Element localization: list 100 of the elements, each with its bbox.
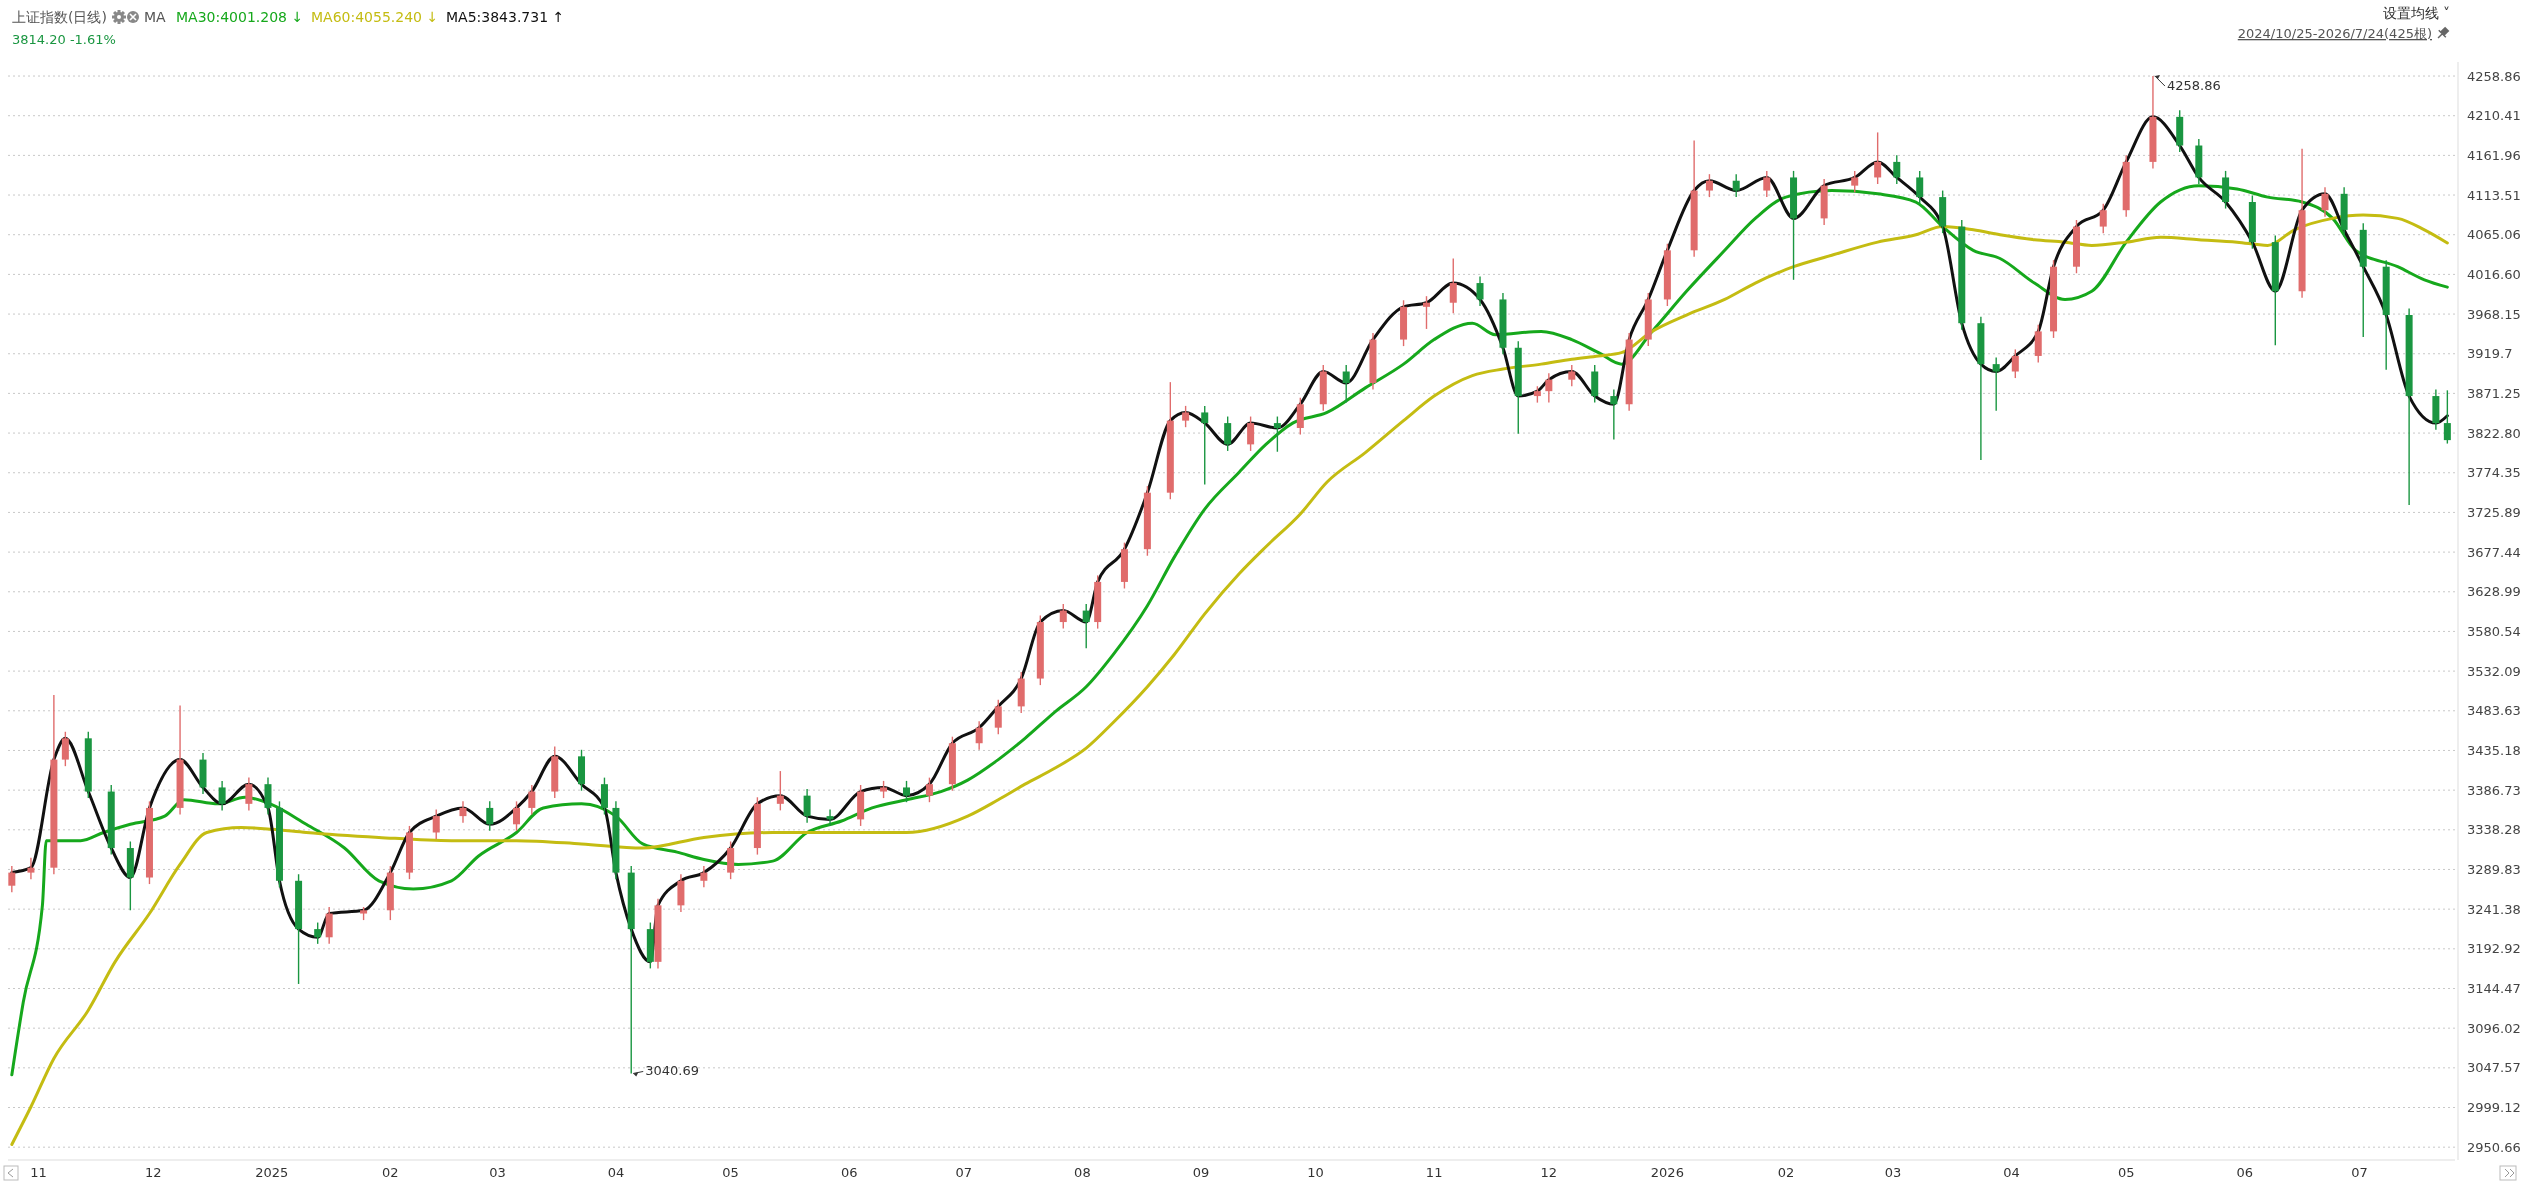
- x-tick-label: 08: [1074, 1165, 1091, 1180]
- candlestick: [61, 731, 69, 767]
- candlestick: [826, 808, 834, 827]
- y-tick-label: 2950.66: [2467, 1139, 2521, 1155]
- candlestick: [1296, 397, 1304, 436]
- y-tick-label: 3774.35: [2467, 465, 2521, 481]
- candlestick: [975, 720, 983, 751]
- candlestick: [1992, 356, 2000, 412]
- candlestick: [486, 800, 494, 832]
- text: MA5:3843.731 ↑: [446, 9, 565, 25]
- x-tick-label: 04: [607, 1165, 625, 1180]
- x-tick-label: 11: [30, 1165, 47, 1180]
- y-tick-label: 3192.92: [2467, 941, 2521, 957]
- x-tick-label: 05: [722, 1165, 739, 1180]
- candlestick: [700, 865, 708, 889]
- candlestick: [1568, 364, 1576, 387]
- candlestick: [459, 800, 467, 824]
- chart-title: 上证指数(日线): [12, 9, 107, 25]
- annotation: 4258.86: [2166, 78, 2221, 94]
- x-tick-label: 12: [145, 1165, 162, 1180]
- text: 2024/10/25-2026/7/24(425根): [2237, 26, 2432, 41]
- candlestick: [1610, 388, 1618, 441]
- y-tick-label: 4210.41: [2467, 108, 2521, 124]
- candlestick: [2443, 389, 2451, 445]
- candlestick: [994, 699, 1002, 735]
- y-tick-label: 4258.86: [2467, 68, 2521, 84]
- y-tick-label: 3919.7: [2467, 346, 2513, 362]
- candlestick: [1545, 372, 1553, 404]
- y-tick-label: 3096.02: [2467, 1020, 2521, 1036]
- candlestick: [903, 780, 911, 803]
- x-tick-label: 2026: [1650, 1165, 1684, 1180]
- candlestick: [803, 788, 811, 824]
- text: MA: [144, 9, 167, 25]
- candlestick: [1247, 415, 1255, 452]
- y-tick-label: 3386.73: [2467, 782, 2521, 798]
- candlestick: [1201, 405, 1209, 486]
- candlestick: [314, 921, 322, 945]
- x-tick-label: 03: [1884, 1165, 1902, 1180]
- candlestick: [1763, 170, 1771, 198]
- candlestick: [1874, 131, 1882, 185]
- text: 设置均线 ˅: [2382, 5, 2450, 21]
- candlestick: [2099, 202, 2107, 234]
- candlestick: [1059, 603, 1067, 630]
- candlestick: [264, 776, 272, 816]
- candlestick: [1273, 415, 1281, 453]
- x-tick-label: 09: [1192, 1165, 1210, 1180]
- x-tick-label: 07: [955, 1165, 973, 1180]
- candlestick: [1705, 173, 1713, 198]
- x-tick-label: 12: [1540, 1165, 1558, 1180]
- candlestick: [1476, 275, 1484, 307]
- y-tick-label: 3822.80: [2467, 425, 2521, 441]
- y-tick-label: 4113.51: [2467, 187, 2521, 203]
- candlestick: [1342, 364, 1350, 404]
- x-tick-label: 06: [2236, 1165, 2253, 1180]
- x-tick-label: 02: [382, 1165, 399, 1180]
- y-tick-label: 3677.44: [2467, 544, 2521, 560]
- x-tick-label: 04: [2003, 1165, 2020, 1180]
- y-tick-label: 3483.63: [2467, 703, 2521, 719]
- candlestick: [8, 865, 16, 893]
- candlestick: [1732, 173, 1740, 198]
- y-tick-label: 3532.09: [2467, 663, 2521, 679]
- y-tick-label: 3628.99: [2467, 584, 2521, 600]
- candlestick: [1851, 170, 1859, 193]
- text: MA60:4055.240 ↓: [311, 9, 439, 25]
- candlestick: [1224, 415, 1232, 452]
- candlestick: [1082, 603, 1090, 649]
- y-tick-label: 3241.38: [2467, 901, 2521, 917]
- x-tick-label: 07: [2351, 1165, 2368, 1180]
- candlestick: [1893, 154, 1901, 185]
- x-tick-label: 05: [2117, 1165, 2135, 1180]
- y-tick-label: 3580.54: [2467, 623, 2521, 639]
- candlestick: [528, 784, 536, 816]
- x-tick-label: 06: [840, 1165, 858, 1180]
- y-tick-label: 3871.25: [2467, 385, 2521, 401]
- x-tick-label: 03: [489, 1165, 506, 1180]
- x-tick-label: 11: [1425, 1165, 1443, 1180]
- candlestick: [600, 776, 608, 816]
- y-tick-label: 3968.15: [2467, 306, 2521, 322]
- candlestick: [245, 776, 253, 812]
- candlestick: [1916, 170, 1924, 205]
- candlestick: [1182, 405, 1190, 428]
- y-tick-label: 4161.96: [2467, 147, 2521, 163]
- y-tick-label: 3047.57: [2467, 1060, 2521, 1076]
- y-tick-label: 3338.28: [2467, 822, 2521, 838]
- candlestick: [218, 780, 226, 812]
- y-tick-label: 2999.12: [2467, 1100, 2521, 1116]
- y-tick-label: 3289.83: [2467, 862, 2521, 878]
- x-tick-label: 2025: [255, 1165, 289, 1180]
- x-tick-label: 02: [1777, 1165, 1795, 1180]
- annotation: 3040.69: [645, 1063, 699, 1079]
- candlestick: [513, 800, 521, 832]
- y-tick-label: 3144.47: [2467, 981, 2521, 997]
- candlestick: [1423, 295, 1430, 330]
- candlestick: [325, 906, 333, 945]
- y-tick-label: 4016.60: [2467, 266, 2521, 282]
- y-tick-label: 3435.18: [2467, 743, 2521, 759]
- y-tick-label: 3725.89: [2467, 504, 2521, 520]
- chart-subtitle: 3814.20 -1.61%: [12, 32, 116, 47]
- candlestick: [925, 776, 933, 803]
- candlestick: [27, 857, 35, 880]
